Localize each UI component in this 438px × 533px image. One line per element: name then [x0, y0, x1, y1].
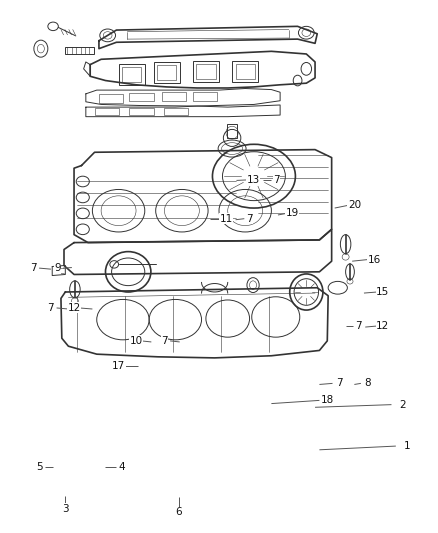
Text: 15: 15 [376, 287, 389, 297]
Text: 19: 19 [286, 208, 299, 219]
Text: 18: 18 [321, 395, 334, 406]
Bar [99, 94, 123, 103]
Bar [164, 108, 188, 115]
Bar [193, 92, 217, 101]
Text: 16: 16 [367, 255, 381, 264]
Text: 13: 13 [247, 175, 260, 185]
Text: 7: 7 [336, 378, 343, 389]
Text: 7: 7 [273, 175, 280, 185]
Text: 8: 8 [364, 378, 371, 389]
Text: 6: 6 [176, 507, 182, 518]
Text: 7: 7 [31, 263, 37, 273]
Bar [236, 64, 255, 79]
Text: 7: 7 [355, 321, 362, 331]
Bar [162, 92, 186, 101]
Text: 2: 2 [399, 400, 406, 410]
Text: 3: 3 [62, 504, 69, 514]
Bar [130, 108, 153, 115]
Bar [153, 62, 180, 83]
Text: 9: 9 [54, 263, 61, 273]
Bar [227, 124, 237, 138]
Bar [196, 64, 215, 79]
Text: 7: 7 [246, 214, 253, 224]
Text: 11: 11 [219, 214, 233, 224]
Text: 7: 7 [161, 336, 168, 346]
Bar [95, 108, 119, 115]
Text: 7: 7 [48, 303, 54, 313]
Bar [130, 93, 153, 101]
Text: 1: 1 [403, 441, 410, 451]
Text: 12: 12 [376, 321, 389, 331]
Bar [122, 67, 141, 82]
Bar [193, 61, 219, 82]
Bar [157, 65, 176, 80]
Text: 5: 5 [37, 462, 43, 472]
Text: 17: 17 [112, 361, 125, 372]
Text: 20: 20 [348, 200, 361, 211]
Bar [119, 63, 145, 85]
Text: 10: 10 [130, 336, 143, 346]
Text: 12: 12 [67, 303, 81, 313]
Bar [65, 46, 94, 54]
Bar [232, 61, 258, 82]
Text: 4: 4 [119, 462, 125, 472]
